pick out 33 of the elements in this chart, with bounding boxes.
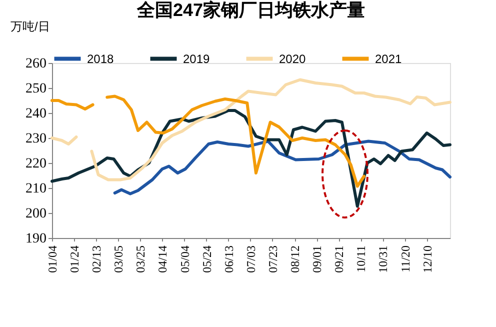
x-tick-label: 08/12 — [288, 246, 302, 273]
x-tick-label: 04/14 — [156, 246, 170, 273]
x-tick-label: 01/04 — [46, 246, 60, 273]
legend-label: 2021 — [375, 52, 402, 66]
x-tick-label: 07/23 — [266, 246, 280, 273]
y-tick-label: 200 — [26, 206, 46, 222]
y-tick-label: 240 — [26, 106, 46, 122]
x-tick-label: 05/04 — [178, 246, 192, 273]
y-tick-label: 190 — [26, 232, 46, 246]
y-tick-label: 230 — [26, 132, 46, 146]
chart-title: 全国247家钢厂日均铁水产量 — [136, 0, 366, 20]
legend-label: 2018 — [87, 52, 114, 66]
legend-label: 2020 — [279, 52, 306, 66]
y-tick-label: 210 — [26, 182, 46, 196]
x-tick-label: 06/13 — [222, 246, 236, 273]
x-tick-label: 12/10 — [420, 246, 434, 273]
x-tick-label: 03/05 — [112, 246, 126, 273]
x-tick-label: 07/03 — [244, 246, 258, 273]
legend-label: 2019 — [183, 52, 210, 66]
x-tick-label: 01/24 — [68, 246, 82, 273]
x-tick-label: 10/31 — [376, 246, 390, 273]
x-tick-label: 09/21 — [332, 246, 346, 273]
y-tick-label: 260 — [26, 56, 46, 72]
x-tick-label: 05/24 — [200, 246, 214, 273]
x-tick-label: 03/25 — [134, 246, 148, 273]
y-tick-label: 220 — [26, 156, 46, 172]
x-tick-label: 02/13 — [90, 246, 104, 273]
y-tick-label: 250 — [26, 82, 46, 96]
x-tick-label: 11/20 — [398, 246, 412, 272]
x-tick-label: 10/11 — [354, 246, 368, 272]
y-axis-title: 万吨/日 — [10, 20, 50, 34]
x-tick-label: 09/01 — [310, 246, 324, 273]
line-series — [113, 140, 452, 196]
